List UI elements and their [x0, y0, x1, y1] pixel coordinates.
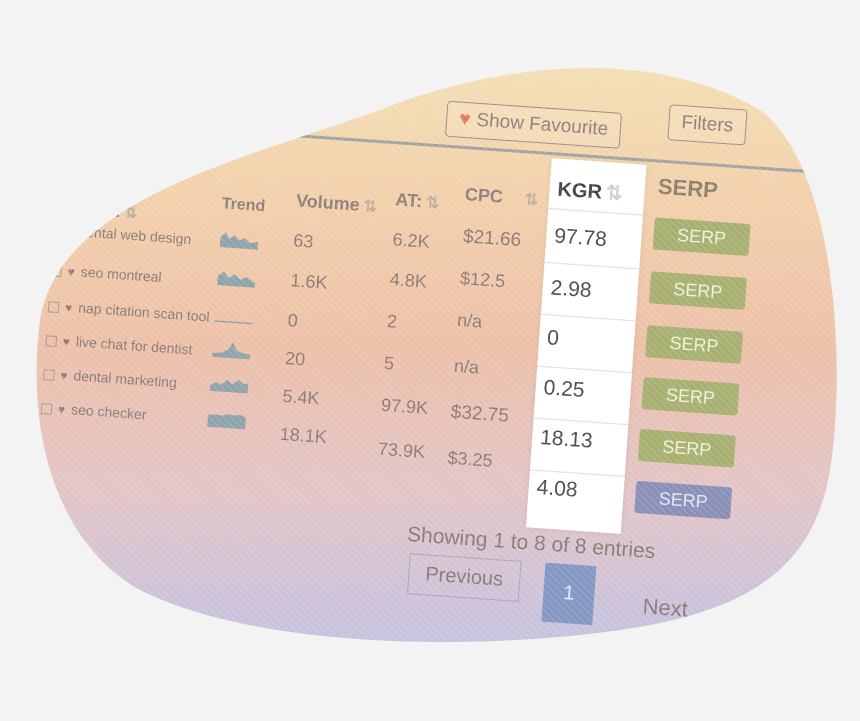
serp-button[interactable]: SERP: [638, 429, 736, 468]
cpc-cell: n/a: [456, 309, 483, 332]
header-keyword-label: Keyword: [60, 200, 121, 221]
volume-cell: 1.6K: [289, 270, 329, 293]
sort-arrows-icon: ⇅: [605, 182, 624, 206]
table-row-keyword[interactable]: ♥ live chat for dentist: [45, 331, 193, 357]
show-favourite-button[interactable]: ♥ Show Favourite: [445, 101, 622, 149]
table-row-keyword[interactable]: ♥ seo checker: [41, 399, 147, 422]
table-row-keyword[interactable]: ♥ dental web design: [65, 222, 192, 247]
at-cell: 73.9K: [377, 438, 426, 462]
at-cell: 5: [383, 352, 395, 374]
header-keyword[interactable]: Keyword ⇅: [60, 198, 138, 223]
kgr-cell: 0: [546, 326, 560, 351]
header-cpc[interactable]: CPC ⇅: [464, 184, 539, 210]
at-cell: 2: [386, 311, 398, 332]
header-kgr[interactable]: KGR ⇅: [557, 177, 624, 206]
kgr-cell: 0.25: [542, 376, 586, 402]
show-favourite-label: Show Favourite: [475, 109, 609, 140]
table-row-keyword[interactable]: ♥ dental marketing: [43, 365, 177, 390]
filters-label: Filters: [680, 112, 734, 137]
kgr-cell: 18.13: [539, 426, 594, 453]
header-serp: SERP: [657, 174, 719, 204]
keyword-text: dental marketing: [73, 367, 178, 391]
sort-arrows-icon: ⇅: [524, 191, 539, 210]
heart-icon: ♥: [458, 108, 472, 131]
kgr-cell: 2.98: [549, 276, 593, 303]
volume-cell: 0: [287, 310, 299, 331]
sparkline-icon: [207, 409, 246, 430]
volume-cell: 63: [292, 230, 315, 252]
cpc-cell: $32.75: [450, 401, 510, 427]
keyword-text: nap citation scan tool: [77, 299, 211, 325]
heart-icon[interactable]: ♥: [62, 334, 71, 349]
header-kgr-label: KGR: [556, 178, 603, 204]
heart-icon[interactable]: ♥: [64, 300, 73, 316]
header-trend-label: Trend: [221, 195, 266, 216]
next-button[interactable]: Next: [641, 593, 689, 622]
header-trend[interactable]: Trend: [221, 195, 266, 216]
volume-cell: 20: [284, 348, 306, 370]
header-volume[interactable]: Volume ⇅: [295, 190, 377, 217]
keyword-text: seo montreal: [80, 263, 163, 286]
header-serp-label: SERP: [657, 173, 719, 203]
heart-icon[interactable]: ♥: [57, 402, 66, 417]
row-checkbox[interactable]: [43, 369, 55, 381]
serp-button[interactable]: SERP: [641, 377, 739, 416]
sparkline-icon: [220, 229, 259, 250]
cpc-cell: $3.25: [446, 447, 494, 471]
cpc-cell: $12.5: [459, 268, 506, 292]
sparkline-icon: [212, 339, 251, 360]
table-row-keyword[interactable]: ♥ nap citation scan tool: [48, 297, 210, 324]
sort-arrows-icon: ⇅: [363, 198, 378, 217]
serp-button[interactable]: SERP: [649, 271, 747, 310]
heart-icon[interactable]: ♥: [59, 368, 68, 383]
header-at-label: AT:: [394, 189, 423, 212]
table-row-keyword[interactable]: ♥ seo montreal: [50, 261, 162, 285]
keyword-text: dental web design: [78, 223, 192, 248]
kgr-cell: 4.08: [535, 475, 579, 502]
background-blob: ♥ Show Favourite Filters Keyword ⇅ Trend V…: [0, 0, 860, 690]
at-cell: 6.2K: [392, 229, 431, 252]
previous-button[interactable]: Previous: [407, 553, 521, 602]
row-checkbox[interactable]: [50, 265, 62, 277]
page-1-button[interactable]: 1: [541, 563, 596, 625]
cpc-cell: n/a: [453, 355, 480, 378]
volume-cell: 5.4K: [281, 385, 321, 409]
serp-button[interactable]: SERP: [645, 325, 743, 364]
header-at[interactable]: AT: ⇅: [395, 189, 440, 213]
serp-button[interactable]: SERP: [634, 481, 732, 520]
kgr-cell: 97.78: [553, 224, 608, 252]
keyword-text: seo checker: [70, 401, 148, 423]
filters-button[interactable]: Filters: [667, 104, 747, 145]
header-cpc-label: CPC: [464, 184, 504, 207]
serp-button[interactable]: SERP: [653, 217, 751, 256]
header-volume-label: Volume: [295, 190, 361, 215]
sort-arrows-icon: ⇅: [425, 194, 440, 213]
keyword-text: live chat for dentist: [75, 333, 193, 358]
volume-cell: 18.1K: [279, 423, 328, 448]
row-checkbox[interactable]: [48, 301, 60, 313]
sparkline-icon: [214, 305, 253, 326]
sort-arrows-icon: ⇅: [123, 204, 138, 223]
at-cell: 97.9K: [380, 394, 429, 419]
heart-icon[interactable]: ♥: [64, 224, 74, 239]
at-cell: 4.8K: [389, 269, 428, 292]
sparkline-icon: [217, 267, 256, 288]
row-checkbox[interactable]: [45, 335, 57, 347]
heart-icon[interactable]: ♥: [67, 264, 76, 280]
sparkline-icon: [210, 373, 249, 394]
row-checkbox[interactable]: [41, 403, 53, 415]
cpc-cell: $21.66: [462, 226, 522, 252]
